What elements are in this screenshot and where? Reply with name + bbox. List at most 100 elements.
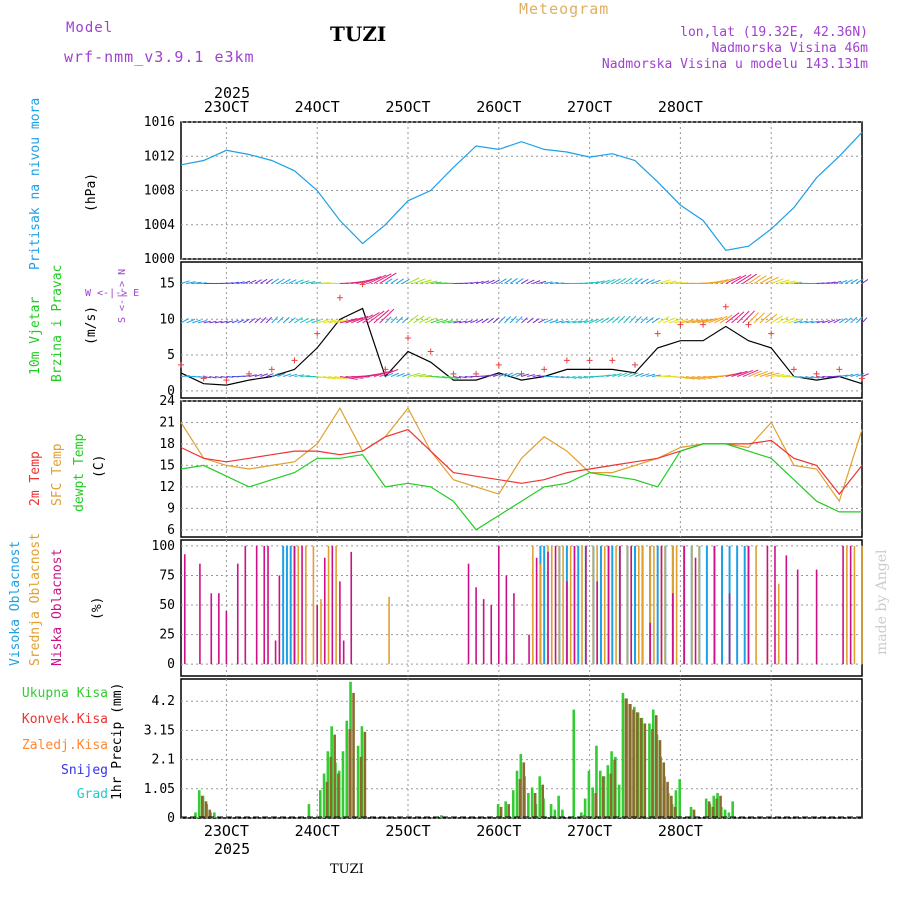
wind-arrow (334, 319, 348, 324)
wind-arrow (628, 315, 637, 324)
precip-conv-bar (583, 815, 586, 818)
wind-arrow (589, 281, 600, 284)
wind-arrow (788, 281, 802, 284)
wind-arrow (424, 280, 438, 284)
wind-arrow (578, 319, 588, 324)
wind-arrow (566, 320, 577, 324)
wind-arrow (351, 315, 369, 324)
wind-arrow (736, 310, 750, 324)
wind-arrow (651, 374, 661, 378)
wind-arrow (419, 279, 432, 284)
precip-total-bar (648, 723, 651, 818)
precip-conv-bar (711, 806, 715, 818)
precip-legend: Ukupna Kisa Konvek.Kisa Zaledj.Kisa Snij… (0, 686, 108, 816)
wind-arrow (725, 371, 743, 378)
gust-marker (405, 335, 411, 342)
wind-arrow (203, 320, 211, 324)
wind-arrow (742, 369, 759, 377)
tick-pressure-0: 1016 (144, 115, 175, 130)
wind-arrow (430, 318, 442, 324)
precip-conv-bar (329, 756, 333, 818)
wind-arrow (663, 317, 676, 324)
wind-arrow (544, 319, 553, 324)
wind-arrow (521, 317, 528, 324)
wind-arrow (464, 320, 473, 324)
wind-arrow (827, 319, 836, 324)
wind-arrow (402, 278, 410, 284)
wind-arrow (736, 273, 752, 284)
gust-marker (722, 303, 729, 310)
wind-arrow (782, 317, 795, 324)
wind-arrow (492, 279, 501, 284)
wind-arrow (549, 319, 559, 324)
precip-total-bar (572, 709, 576, 818)
wind-arrow (844, 279, 853, 284)
wind-arrow (192, 281, 202, 284)
wind-arrow (345, 317, 363, 324)
tick-cloud-3: 25 (159, 628, 175, 643)
wind-arrow (532, 280, 541, 284)
wind-arrow (765, 276, 779, 284)
wind-arrow (407, 277, 420, 284)
wind-arrow (231, 319, 239, 324)
gust-marker (745, 321, 752, 328)
wind-arrow (612, 373, 622, 378)
wind-arrow (771, 278, 784, 284)
wind-arrow (481, 318, 489, 324)
wind-arrow (504, 316, 512, 324)
wind-arrow (447, 376, 459, 380)
wind-arrow (623, 315, 631, 324)
gust-marker (518, 370, 525, 377)
wind-arrow (855, 316, 863, 324)
wind-arrow (271, 278, 280, 284)
wind-arrow (475, 318, 484, 324)
wind-arrow (356, 314, 374, 324)
panel-frame-temp (180, 400, 863, 538)
tick-temp-4: 12 (159, 480, 175, 495)
bottom-day-label-2: 25OCT (385, 822, 430, 840)
wind-arrow (515, 316, 523, 324)
wind-arrow (470, 281, 479, 284)
tick-pressure-2: 1008 (144, 184, 175, 199)
precip-total-bar (583, 798, 587, 818)
wind-arrow (526, 317, 534, 324)
wind-arrow (390, 278, 399, 284)
wind-arrow (708, 280, 724, 284)
wind-arrow (731, 370, 748, 378)
wind-arrow (413, 315, 425, 324)
wind-arrow (861, 373, 869, 377)
wind-arrow (703, 376, 718, 379)
precip-conv-bar (654, 715, 658, 818)
wind-arrow (719, 314, 733, 324)
tick-temp-1: 21 (159, 415, 175, 430)
wind-arrow (186, 318, 196, 324)
wind-arrow (300, 280, 310, 284)
wind-arrow (407, 372, 421, 378)
gust-marker (223, 377, 230, 384)
wind-arrow (697, 376, 712, 380)
wind-arrow (657, 374, 671, 378)
wind-arrow (674, 319, 688, 324)
wind-arrow (373, 309, 390, 324)
precip-conv-bar (518, 779, 522, 818)
panel-frame-wind (180, 261, 863, 399)
wind-arrow (708, 316, 723, 324)
wind-arrow (248, 374, 257, 378)
wind-arrow (719, 277, 734, 284)
wind-arrow (646, 316, 654, 324)
wind-arrow (810, 320, 820, 324)
precip-total-bar (504, 801, 507, 818)
gust-marker (336, 294, 343, 301)
wind-arrow (470, 319, 478, 324)
wind-arrow (555, 376, 564, 379)
wind-arrow (753, 275, 767, 284)
wind-arrow (856, 278, 864, 284)
wind-arrow (317, 376, 331, 379)
wind-arrow (379, 369, 399, 377)
wind-arrow (549, 281, 559, 284)
precip-total-bar (440, 815, 443, 818)
wind-arrow (742, 273, 758, 284)
gust-marker (178, 361, 184, 368)
tick-precip-4: 0 (167, 811, 175, 826)
wind-arrow (521, 279, 529, 284)
